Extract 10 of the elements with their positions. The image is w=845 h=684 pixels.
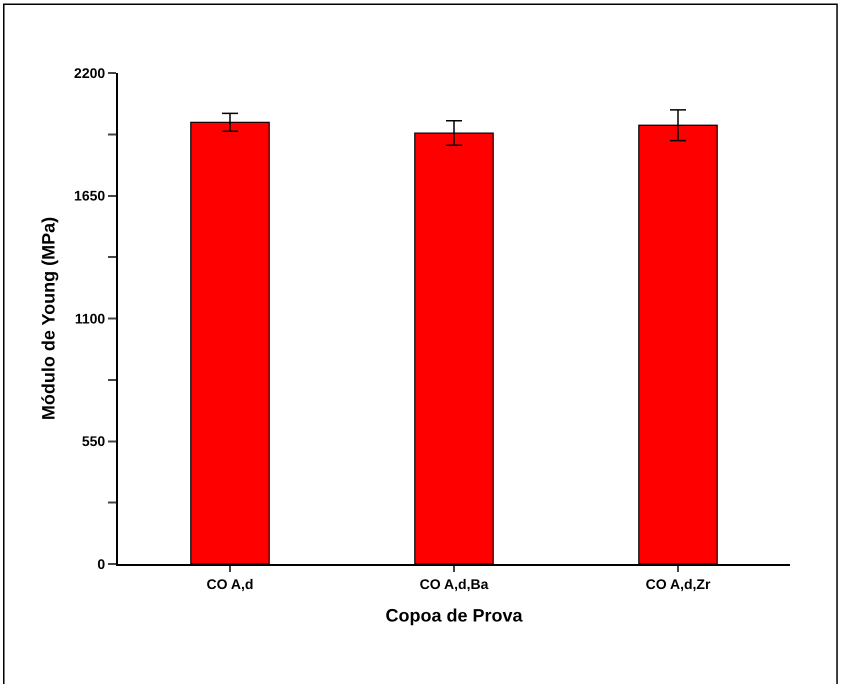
x-tick-label: CO A,d bbox=[206, 576, 254, 592]
y-tick-label: 550 bbox=[82, 433, 106, 450]
x-tick-label: CO A,d,Zr bbox=[646, 576, 711, 592]
y-tick-label: 1650 bbox=[74, 188, 106, 204]
y-axis-title: Módulo de Young (MPa) bbox=[38, 216, 59, 420]
y-tick-label: 0 bbox=[97, 556, 106, 572]
y-tick-label: 2200 bbox=[74, 64, 106, 81]
y-tick-label: 1100 bbox=[74, 310, 106, 326]
x-axis-title: Copoa de Prova bbox=[385, 605, 524, 626]
x-tick-label: CO A,d,Ba bbox=[420, 576, 489, 592]
